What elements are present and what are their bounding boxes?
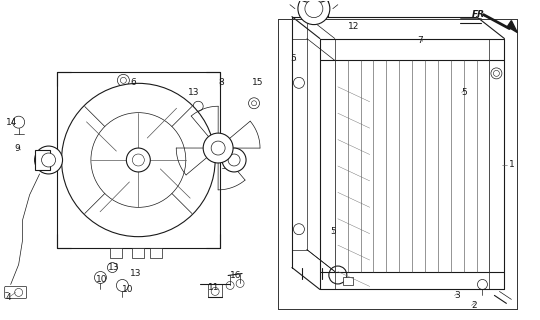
Circle shape: [120, 77, 126, 83]
Text: 13: 13: [109, 263, 120, 272]
Ellipse shape: [301, 0, 327, 3]
Text: 1: 1: [509, 160, 515, 170]
Text: 14: 14: [6, 118, 17, 127]
Circle shape: [228, 154, 240, 166]
Text: FR.: FR.: [471, 10, 488, 19]
Circle shape: [494, 70, 500, 76]
Text: 9: 9: [15, 144, 21, 153]
Circle shape: [293, 224, 305, 235]
Bar: [343, 277, 353, 285]
Circle shape: [132, 154, 144, 166]
Text: 13: 13: [130, 269, 142, 278]
Circle shape: [211, 141, 225, 155]
Circle shape: [107, 262, 117, 273]
Text: 5: 5: [462, 88, 467, 97]
Circle shape: [293, 77, 305, 88]
Circle shape: [91, 113, 186, 207]
Text: 12: 12: [348, 22, 359, 31]
Text: 5: 5: [330, 227, 335, 236]
Polygon shape: [508, 20, 517, 33]
Circle shape: [35, 146, 63, 174]
Circle shape: [94, 271, 106, 284]
Circle shape: [477, 279, 488, 289]
Text: 5: 5: [290, 54, 296, 63]
Circle shape: [305, 0, 323, 18]
Text: 10: 10: [97, 275, 108, 284]
Circle shape: [15, 288, 23, 296]
Circle shape: [252, 101, 256, 106]
Circle shape: [248, 98, 260, 109]
FancyBboxPatch shape: [57, 72, 220, 248]
Circle shape: [222, 148, 246, 172]
Text: 6: 6: [130, 78, 136, 87]
Text: 16: 16: [230, 271, 241, 280]
Text: 7: 7: [417, 36, 423, 45]
Circle shape: [42, 153, 56, 167]
FancyBboxPatch shape: [5, 286, 26, 298]
Bar: [150, 248, 163, 258]
Circle shape: [298, 0, 330, 25]
Circle shape: [126, 148, 150, 172]
Bar: [35, 150, 50, 170]
Circle shape: [117, 74, 130, 86]
Circle shape: [62, 83, 215, 237]
Text: 4: 4: [6, 293, 11, 302]
Circle shape: [203, 133, 233, 163]
Text: 8: 8: [218, 78, 224, 87]
Text: 3: 3: [455, 291, 460, 300]
Circle shape: [226, 282, 234, 289]
Bar: [132, 248, 144, 258]
Circle shape: [117, 279, 129, 292]
Text: 10: 10: [123, 285, 134, 294]
Text: 13: 13: [188, 88, 200, 97]
Circle shape: [491, 68, 502, 79]
Circle shape: [329, 266, 347, 284]
Bar: [110, 248, 123, 258]
Text: 11: 11: [208, 283, 220, 292]
Text: 15: 15: [252, 78, 264, 87]
Circle shape: [12, 116, 25, 128]
Circle shape: [193, 101, 203, 111]
Circle shape: [211, 287, 219, 295]
Circle shape: [236, 279, 244, 287]
Text: 2: 2: [471, 301, 477, 310]
